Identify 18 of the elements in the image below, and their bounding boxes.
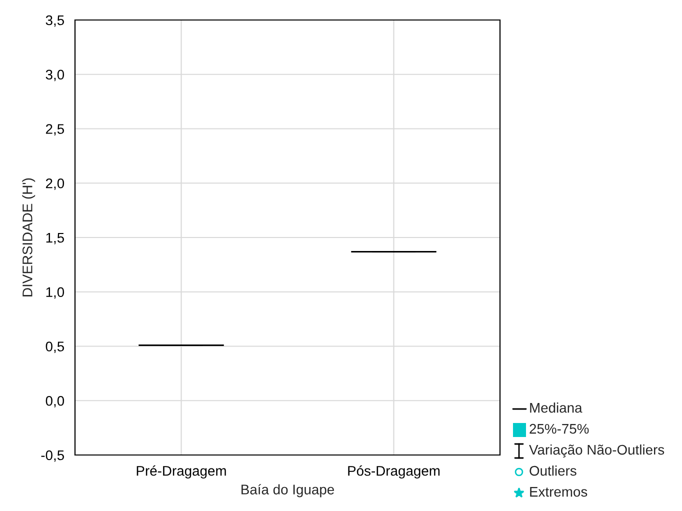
x-axis-title: Baía do Iguape [242,484,334,498]
y-tick-label: 2,5 [46,124,64,136]
x-tick-label: Pré-Dragagem [136,465,226,479]
y-tick-label: 1,5 [46,232,64,244]
text: Extremos [530,487,588,497]
y-tick-label: 0,0 [46,396,64,408]
y-tick-label: 1,0 [46,287,64,299]
y-tick-label: 3,0 [46,70,64,82]
y-tick-label: 2,0 [46,178,64,190]
text: 25%-75% [530,424,589,434]
y-tick-label: 0,5 [46,342,64,354]
text: Variação Não-Outliers [529,444,664,458]
text: Outliers [530,466,576,476]
y-tick-label: 3,5 [46,15,64,27]
y-tick-label: -0,5 [41,450,64,462]
y-axis-title: DIVERSIDADE (H') [22,178,36,296]
x-tick-label: Pós-Dragagem [348,465,440,479]
text: Mediana [530,402,582,413]
